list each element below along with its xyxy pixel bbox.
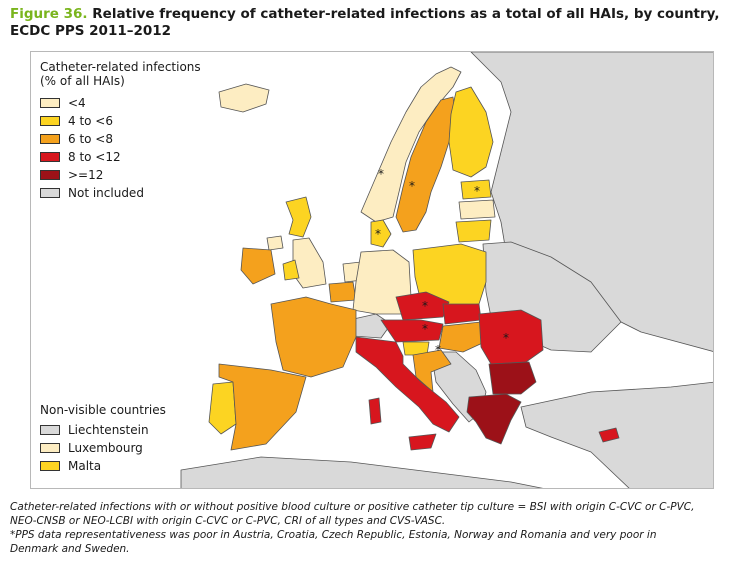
map-legend: Catheter-related infections (% of all HA… <box>40 60 201 202</box>
map-country-norway <box>360 66 462 223</box>
non-visible-countries-legend: Non-visible countries Liechtenstein Luxe… <box>40 403 166 475</box>
legend-item: 8 to <12 <box>40 148 201 166</box>
legend-item: <4 <box>40 94 201 112</box>
map-country-spain <box>218 363 307 451</box>
legend-swatch <box>40 116 60 126</box>
legend-swatch <box>40 443 60 453</box>
non-visible-item-label: Liechtenstein <box>68 423 149 437</box>
footnote-line: *PPS data representativeness was poor in… <box>10 529 657 541</box>
legend-item: >=12 <box>40 166 201 184</box>
legend-item-label: 6 to <8 <box>68 132 113 146</box>
asterisk-denmark: * <box>375 227 381 241</box>
legend-item-label: Not included <box>68 186 144 200</box>
legend-swatch <box>40 98 60 108</box>
legend-item-label: >=12 <box>68 168 104 182</box>
map-country-italy <box>355 336 460 433</box>
legend-item-label: <4 <box>68 96 86 110</box>
figure-title-text: Relative frequency of catheter-related i… <box>10 6 720 39</box>
legend-item-label: 8 to <12 <box>68 150 121 164</box>
legend-swatch <box>40 170 60 180</box>
map-country-latvia <box>458 199 496 220</box>
map-country-uk-scotland <box>285 196 312 238</box>
asterisk-croatia: * <box>435 343 441 357</box>
map-country-uk-wales <box>282 259 300 281</box>
legend-swatch <box>40 152 60 162</box>
legend-swatch <box>40 188 60 198</box>
non-visible-item: Luxembourg <box>40 439 166 457</box>
legend-item: 6 to <8 <box>40 130 201 148</box>
legend-title-line2: (% of all HAIs) <box>40 74 125 88</box>
legend-swatch <box>40 461 60 471</box>
map-country-denmark <box>370 219 392 248</box>
legend-title: Catheter-related infections (% of all HA… <box>40 60 201 88</box>
footnote-line: NEO-CNSB or NEO-LCBI with origin C-CVC o… <box>10 515 446 527</box>
asterisk-austria: * <box>422 322 428 336</box>
figure-label: Figure 36. <box>10 6 88 22</box>
non-visible-item: Liechtenstein <box>40 421 166 439</box>
figure-footnote: Catheter-related infections with or with… <box>10 500 730 556</box>
map-country-romania <box>478 309 544 365</box>
map-country-slovakia <box>442 303 482 325</box>
footnote-line: Catheter-related infections with or with… <box>10 501 695 513</box>
asterisk-norway: * <box>378 167 384 181</box>
map-country-portugal <box>208 381 237 435</box>
legend-swatch <box>40 425 60 435</box>
map-country-belgium <box>328 281 357 303</box>
map-frame: * * * * * * * * <box>30 51 714 489</box>
asterisk-estonia: * <box>474 184 480 198</box>
map-country-estonia <box>460 179 492 200</box>
map-country-italy-sardinia <box>368 397 382 425</box>
europe-map: * * * * * * * * <box>31 52 713 488</box>
non-visible-item: Malta <box>40 457 166 475</box>
map-country-greece <box>466 393 522 445</box>
non-visible-title: Non-visible countries <box>40 403 166 417</box>
non-visible-item-label: Malta <box>68 459 102 473</box>
legend-item-label: 4 to <6 <box>68 114 113 128</box>
legend-item: Not included <box>40 184 201 202</box>
map-region-north-africa <box>180 456 544 488</box>
legend-item: 4 to <6 <box>40 112 201 130</box>
legend-title-line1: Catheter-related infections <box>40 60 201 74</box>
map-country-finland <box>448 86 494 178</box>
map-country-lithuania <box>455 219 492 243</box>
legend-swatch <box>40 134 60 144</box>
map-country-ireland <box>240 247 276 285</box>
map-country-france <box>270 296 357 378</box>
asterisk-sweden: * <box>409 179 415 193</box>
map-country-austria <box>380 319 444 343</box>
map-country-italy-sicily <box>408 433 437 451</box>
map-country-hungary <box>438 321 490 353</box>
asterisk-markers: * * * * * * * * <box>375 167 509 357</box>
map-country-cyprus <box>598 427 620 443</box>
map-country-iceland <box>218 83 270 113</box>
footnote-line: Denmark and Sweden. <box>10 543 130 555</box>
map-country-bulgaria <box>488 361 537 395</box>
asterisk-romania: * <box>503 331 509 345</box>
non-visible-item-label: Luxembourg <box>68 441 143 455</box>
figure-title: Figure 36. Relative frequency of cathete… <box>10 6 728 40</box>
map-country-uk-northern-ireland <box>266 235 284 251</box>
asterisk-czech-republic: * <box>422 299 428 313</box>
